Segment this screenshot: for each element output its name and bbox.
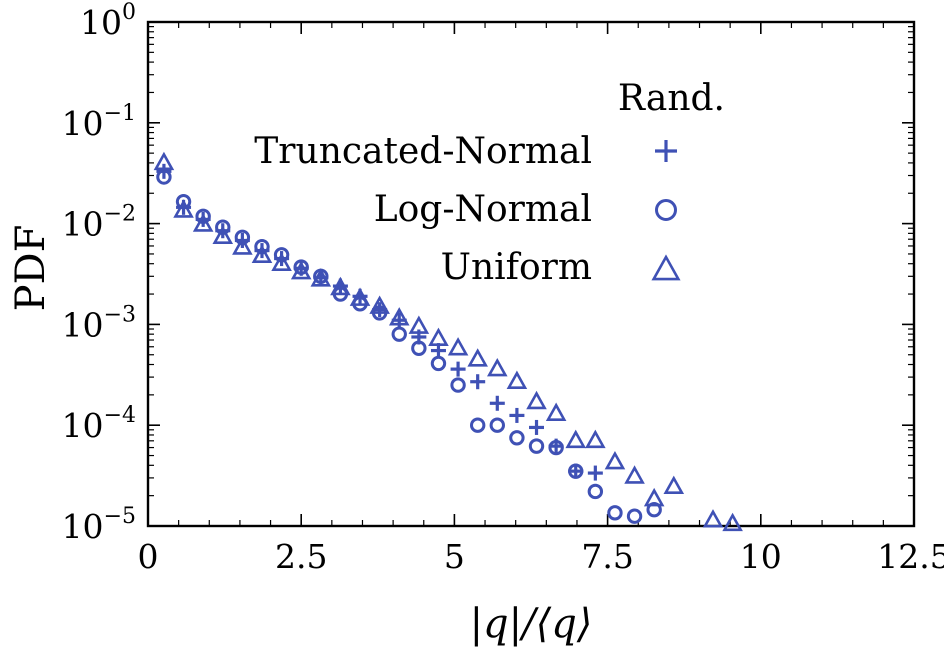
circle-marker	[293, 259, 309, 275]
triangle-marker	[506, 370, 528, 389]
y-axis-label: PDF	[8, 225, 54, 312]
circle-marker	[587, 483, 604, 500]
plus-marker	[450, 361, 466, 377]
plus-marker	[470, 374, 486, 390]
legend: Rand. Truncated-Normal Log-Normal Unifor…	[254, 78, 725, 288]
data-markers	[153, 151, 743, 532]
circle-marker	[469, 417, 486, 433]
legend-marker-plus	[655, 140, 677, 162]
plus-marker	[587, 465, 603, 481]
circle-marker	[489, 417, 505, 433]
x-axis-label: |q|/⟨q⟩	[470, 601, 593, 647]
triangle-marker	[369, 295, 390, 314]
y-tick-label: 10−1	[62, 101, 136, 143]
triangle-marker	[545, 402, 567, 421]
circle-marker	[607, 505, 623, 521]
legend-label-uniform: Uniform	[441, 247, 592, 288]
triangle-marker	[702, 509, 724, 528]
x-tick-labels: 0 2.5 5 7.5 10 12.5	[138, 537, 944, 576]
triangle-marker	[428, 327, 449, 347]
triangle-marker	[153, 151, 175, 171]
legend-label-truncated-normal: Truncated-Normal	[254, 131, 592, 172]
triangle-marker	[388, 307, 410, 326]
triangle-marker	[290, 260, 312, 280]
plus-marker	[489, 395, 505, 411]
circle-marker	[646, 502, 662, 518]
triangle-marker	[604, 450, 626, 470]
legend-title: Rand.	[618, 78, 725, 119]
circle-marker	[528, 438, 545, 454]
circle-marker	[391, 326, 407, 342]
circle-marker	[175, 193, 192, 210]
circle-marker	[626, 508, 643, 524]
circle-marker	[273, 247, 290, 263]
x-tick-label: 5	[444, 537, 465, 576]
circle-marker	[156, 169, 172, 185]
triangle-marker	[722, 512, 743, 532]
circle-marker	[568, 463, 584, 479]
circle-marker	[411, 340, 427, 356]
triangle-marker	[271, 252, 292, 271]
y-tick-label: 10−2	[62, 202, 136, 244]
triangle-marker	[526, 390, 547, 410]
triangle-marker	[192, 213, 214, 232]
legend-marker-circle	[655, 199, 677, 221]
x-tick-label: 12.5	[877, 537, 944, 576]
triangle-marker	[447, 337, 469, 356]
triangle-marker	[349, 287, 371, 306]
plot-frame	[146, 20, 916, 528]
plus-marker	[529, 419, 545, 435]
circle-marker	[215, 219, 231, 235]
triangle-marker	[330, 276, 351, 296]
triangle-marker	[173, 199, 194, 218]
y-tick-label: 100	[80, 0, 136, 42]
x-tick-label: 10	[740, 537, 782, 576]
x-tick-label: 2.5	[275, 537, 327, 576]
triangle-marker	[251, 244, 273, 263]
axis-ticks	[147, 21, 915, 527]
triangle-marker	[663, 475, 685, 495]
triangle-marker	[467, 348, 488, 367]
circle-marker	[234, 229, 251, 246]
circle-marker	[509, 430, 525, 446]
circle-marker	[254, 238, 270, 255]
y-tick-label: 10−3	[62, 302, 136, 344]
triangle-marker	[212, 225, 234, 245]
y-tick-labels: 100 10−1 10−2 10−3 10−4 10−5	[62, 0, 136, 546]
legend-markers	[651, 140, 681, 281]
plus-marker	[509, 407, 525, 423]
legend-label-log-normal: Log-Normal	[374, 189, 592, 230]
legend-marker-triangle	[651, 254, 681, 281]
y-tick-label: 10−5	[62, 504, 136, 546]
circle-marker	[548, 439, 564, 456]
triangle-marker	[232, 236, 253, 255]
triangle-marker	[585, 429, 606, 449]
y-tick-label: 10−4	[62, 403, 136, 445]
circle-marker	[195, 208, 211, 225]
x-tick-label: 0	[138, 537, 159, 576]
triangle-marker	[408, 315, 430, 334]
circle-marker	[430, 355, 447, 372]
triangle-marker	[624, 465, 645, 484]
triangle-marker	[643, 487, 665, 507]
triangle-marker	[565, 429, 587, 449]
triangle-marker	[310, 268, 332, 287]
triangle-marker	[487, 357, 508, 377]
x-tick-label: 7.5	[581, 537, 633, 576]
circle-marker	[450, 377, 466, 393]
